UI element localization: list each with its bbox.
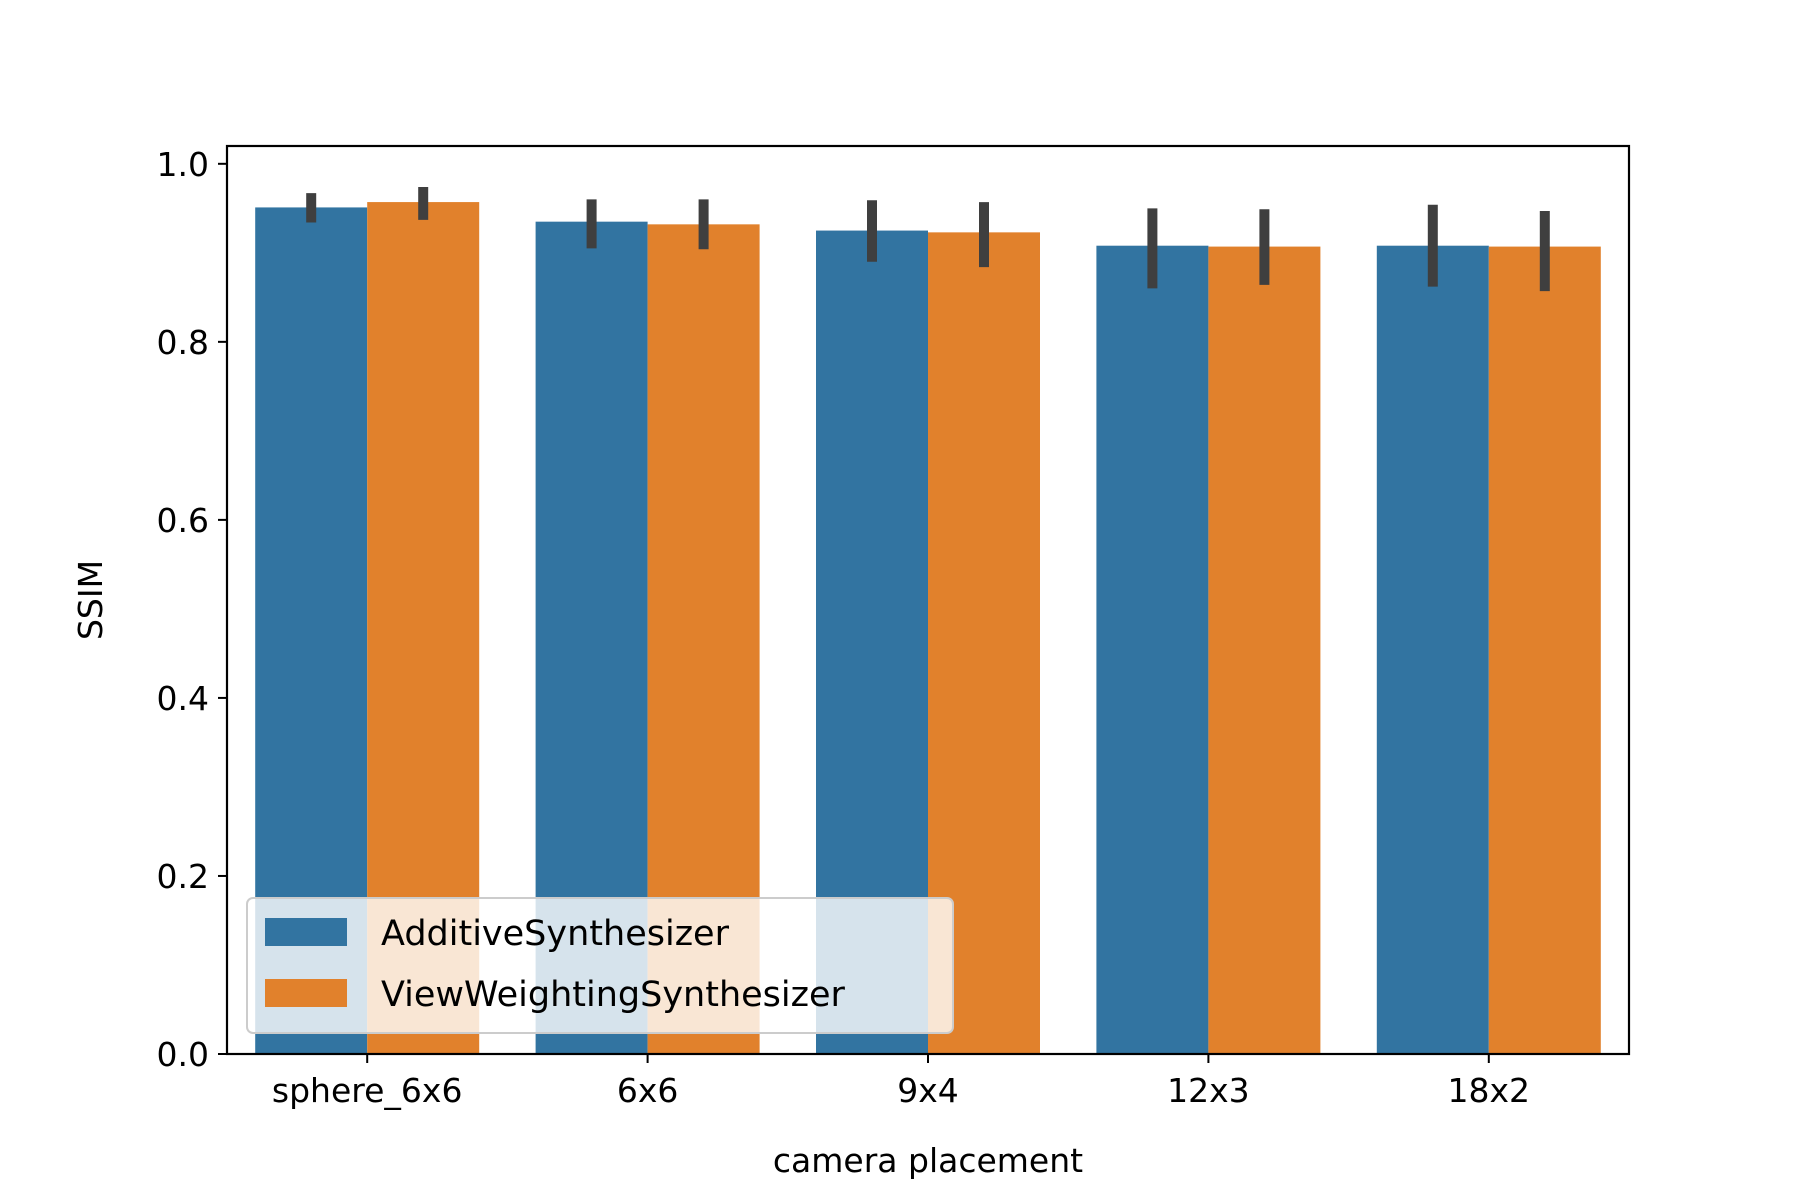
- x-tick-label-1: 6x6: [617, 1071, 679, 1110]
- legend-box: [246, 897, 954, 1034]
- y-tick-label-5: 1.0: [157, 145, 209, 184]
- y-tick-label-1: 0.2: [157, 857, 209, 896]
- y-tick-label-2: 0.4: [157, 679, 209, 718]
- x-tick-label-4: 18x2: [1448, 1071, 1531, 1110]
- y-tick-label-0: 0.0: [157, 1035, 209, 1074]
- bar-additive-4: [1376, 245, 1489, 1054]
- bar-additive-3: [1096, 245, 1209, 1054]
- bar-viewweighting-4: [1488, 246, 1601, 1054]
- x-tick-label-2: 9x4: [897, 1071, 959, 1110]
- x-tick-label-3: 12x3: [1167, 1071, 1250, 1110]
- legend-swatch-viewweighting: [265, 979, 347, 1007]
- errorbars-layer: [306, 186, 1550, 292]
- x-axis-label: camera placement: [773, 1141, 1083, 1180]
- legend: AdditiveSynthesizer ViewWeightingSynthes…: [246, 897, 954, 1034]
- legend-swatch-additive: [265, 918, 347, 946]
- y-tick-label-3: 0.6: [157, 501, 209, 540]
- legend-label-additive: AdditiveSynthesizer: [381, 914, 730, 954]
- y-axis-label: SSIM: [71, 560, 110, 640]
- bar-viewweighting-3: [1208, 246, 1321, 1054]
- y-axis: 0.0 0.2 0.4 0.6 0.8 1.0: [157, 145, 227, 1074]
- x-tick-label-0: sphere_6x6: [272, 1071, 463, 1110]
- legend-label-viewweighting: ViewWeightingSynthesizer: [381, 975, 846, 1015]
- x-axis: sphere_6x6 6x6 9x4 12x3 18x2: [272, 1054, 1530, 1110]
- y-tick-label-4: 0.8: [157, 323, 209, 362]
